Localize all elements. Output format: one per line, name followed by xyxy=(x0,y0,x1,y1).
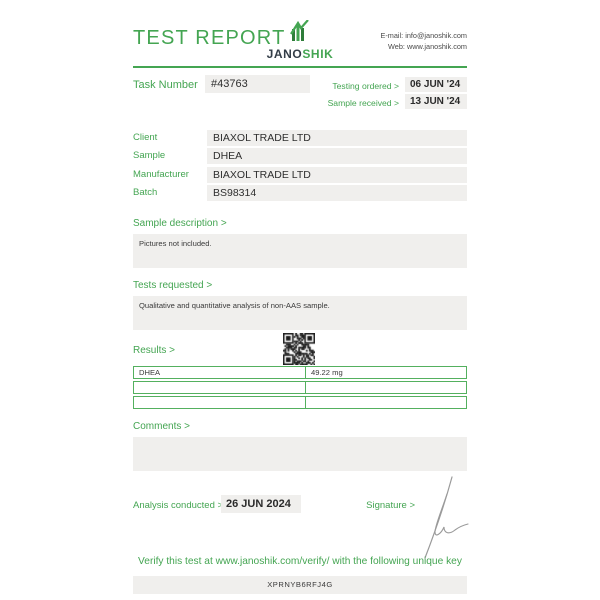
result-substance: DHEA xyxy=(134,367,306,378)
table-row xyxy=(133,381,467,394)
sample-description-label: Sample description > xyxy=(133,218,227,229)
task-number-value: #43763 xyxy=(205,75,310,93)
contact-block: E-mail: info@janoshik.com Web: www.janos… xyxy=(381,31,468,52)
logo-text-shik: SHIK xyxy=(302,47,334,61)
logo-text-jano: JANO xyxy=(266,47,303,61)
table-row: DHEA 49.22 mg xyxy=(133,366,467,379)
detail-row-client: Client BIAXOL TRADE LTD xyxy=(133,130,467,146)
detail-row-manufacturer: Manufacturer BIAXOL TRADE LTD xyxy=(133,167,467,183)
result-amount xyxy=(306,382,466,393)
signature-label: Signature > xyxy=(366,500,415,511)
manufacturer-value: BIAXOL TRADE LTD xyxy=(207,167,467,183)
sample-label: Sample xyxy=(133,150,166,161)
unique-key-value: XPRNYB6RFJ4G xyxy=(133,576,467,594)
batch-value: BS98314 xyxy=(207,185,467,201)
contact-web: Web: www.janoshik.com xyxy=(388,41,467,51)
sample-description-box: Pictures not included. xyxy=(133,234,467,268)
testing-ordered-label: Testing ordered > xyxy=(332,81,399,91)
batch-label: Batch xyxy=(133,187,158,198)
results-table: DHEA 49.22 mg xyxy=(133,366,467,411)
sample-value: DHEA xyxy=(207,148,467,164)
comments-label: Comments > xyxy=(133,421,190,432)
qr-code xyxy=(283,333,315,365)
header-divider xyxy=(133,66,467,68)
sample-received-value: 13 JUN '24 xyxy=(405,94,467,109)
page-title: TEST REPORT xyxy=(133,27,286,49)
sample-received-label: Sample received > xyxy=(327,98,399,108)
comments-box xyxy=(133,437,467,471)
contact-email: E-mail: info@janoshik.com xyxy=(380,31,468,40)
logo-chart-icon xyxy=(290,19,309,41)
signature-image xyxy=(424,476,469,559)
logo-wordmark: JANOSHIK xyxy=(258,47,342,61)
result-substance xyxy=(134,397,306,408)
client-value: BIAXOL TRADE LTD xyxy=(207,130,467,146)
tests-requested-label: Tests requested > xyxy=(133,280,213,291)
client-label: Client xyxy=(133,132,158,143)
result-amount xyxy=(306,397,466,408)
manufacturer-label: Manufacturer xyxy=(133,169,189,180)
result-amount: 49.22 mg xyxy=(311,368,343,377)
results-label: Results > xyxy=(133,345,175,356)
result-substance xyxy=(134,382,306,393)
table-row xyxy=(133,396,467,409)
tests-requested-box: Qualitative and quantitative analysis of… xyxy=(133,296,467,330)
analysis-conducted-label: Analysis conducted > xyxy=(133,500,224,511)
analysis-date-value: 26 JUN 2024 xyxy=(221,495,301,513)
verify-instruction: Verify this test at www.janoshik.com/ver… xyxy=(138,556,462,567)
testing-ordered-value: 06 JUN '24 xyxy=(405,77,467,92)
detail-row-batch: Batch BS98314 xyxy=(133,185,467,201)
janoshik-logo: JANOSHIK xyxy=(258,19,342,61)
task-number-label: Task Number xyxy=(133,79,198,91)
detail-row-sample: Sample DHEA xyxy=(133,148,467,164)
test-report-document: TEST REPORT JANOSHIK E-mail: info@janosh… xyxy=(133,0,469,600)
